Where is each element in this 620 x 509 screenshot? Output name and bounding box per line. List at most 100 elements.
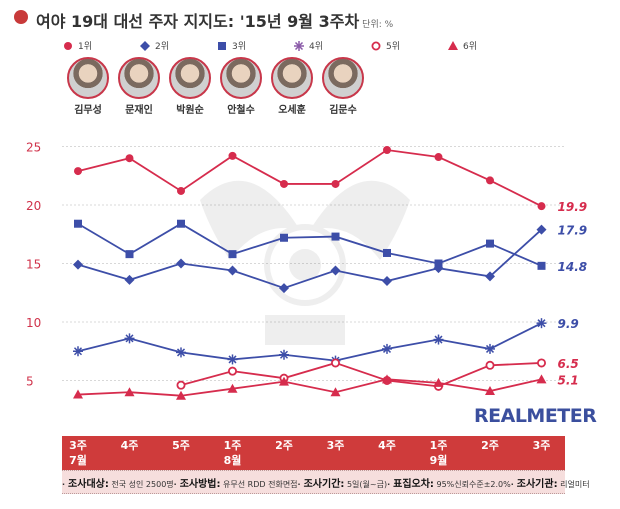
y-tick-label: 5 <box>26 375 34 389</box>
end-value-label: 19.9 <box>558 200 588 214</box>
legend-marker-icon <box>64 41 72 50</box>
data-point <box>433 334 444 345</box>
legend-marker-icon <box>294 40 304 51</box>
bullet-dot: · <box>510 479 514 489</box>
data-point <box>382 375 392 385</box>
data-point <box>485 360 495 370</box>
data-point <box>227 366 237 376</box>
data-point <box>330 355 341 366</box>
series-5: 6.5 <box>176 357 579 391</box>
legend-label: 6위 <box>463 42 478 52</box>
footer-item: · 조사대상: 전국 성인 2500명 <box>62 475 174 490</box>
bullet-dot: · <box>297 479 301 489</box>
candidate-photo <box>67 57 109 99</box>
data-point <box>434 259 443 268</box>
data-point <box>331 232 340 241</box>
legend-item: 3위 <box>216 39 246 52</box>
data-point <box>124 387 135 397</box>
legend-marker-icon <box>140 40 150 51</box>
end-value-label: 6.5 <box>558 357 579 371</box>
candidate-name: 박원순 <box>176 105 204 116</box>
data-point <box>280 233 288 242</box>
legend-marker-icon <box>371 41 381 50</box>
footer-label: 조사기간: <box>303 478 345 490</box>
candidate-photo <box>220 57 262 99</box>
data-point <box>537 261 546 270</box>
footer-value: 유무선 RDD 전화면접 <box>220 479 298 489</box>
data-point <box>382 374 392 384</box>
legend-label: 1위 <box>78 42 93 52</box>
emblem-watermark-icon <box>200 180 410 345</box>
data-point <box>228 250 237 259</box>
series-1: 19.9 <box>74 146 587 214</box>
data-point <box>433 377 444 387</box>
candidate-photo <box>322 57 364 99</box>
candidate-name: 김문수 <box>329 105 357 116</box>
candidate-name: 오세훈 <box>278 105 306 116</box>
data-point <box>177 186 185 195</box>
legend-marker-icon <box>448 40 458 50</box>
y-tick-label: 15 <box>26 258 41 272</box>
data-point <box>433 263 444 274</box>
legend-item: 1위 <box>62 39 92 52</box>
series-line <box>180 362 542 388</box>
data-point <box>537 358 547 368</box>
series-2: 17.9 <box>73 224 587 294</box>
x-axis-bar <box>62 436 565 470</box>
legend-label: 5위 <box>386 42 401 52</box>
footer-label: 조사대상: <box>68 478 109 490</box>
footer-label: 조사기관: <box>516 478 558 490</box>
data-point <box>330 358 340 368</box>
data-point <box>73 389 83 399</box>
data-point <box>74 219 82 228</box>
data-point <box>433 381 443 391</box>
gridlines: 5 10 15 20 25 <box>26 141 565 389</box>
data-point <box>227 354 238 365</box>
data-point <box>279 283 289 294</box>
series-6: 5.1 <box>73 373 579 400</box>
y-tick-label: 20 <box>26 199 41 213</box>
data-point <box>227 265 238 276</box>
legend-label: 2위 <box>155 42 170 52</box>
data-point <box>279 373 289 383</box>
series-line <box>77 222 542 267</box>
data-point <box>383 146 391 155</box>
legend-item: 6위 <box>447 39 477 52</box>
y-tick-label: 25 <box>26 141 41 155</box>
data-point <box>176 390 186 400</box>
legend: 1위 2위 3위 4위 5위 6위 <box>62 39 582 55</box>
legend-label: 4위 <box>309 42 324 52</box>
data-point <box>382 343 392 354</box>
footer-label: 조사방법: <box>179 478 221 490</box>
bullet-dot: · <box>173 479 177 489</box>
data-point <box>74 167 82 176</box>
candidate-name: 안철수 <box>227 105 255 116</box>
footer-value: 전국 성인 2500명 <box>108 479 174 489</box>
data-point <box>73 259 83 270</box>
footer-value: 리얼미터 <box>557 479 590 489</box>
data-point <box>227 383 238 393</box>
end-value-label: 5.1 <box>558 373 579 387</box>
realmeter-logo: REALMETER <box>474 405 597 427</box>
data-point <box>485 386 495 396</box>
end-value-label: 17.9 <box>558 224 588 238</box>
data-point <box>125 154 134 163</box>
data-point <box>485 343 495 354</box>
data-point <box>176 380 186 390</box>
footer-value: 95%신뢰수준±2.0% <box>433 479 511 489</box>
series-line <box>77 378 542 397</box>
candidate-name: 김무성 <box>74 105 102 116</box>
legend-item: 4위 <box>293 39 323 52</box>
data-point <box>537 202 546 211</box>
series-line <box>77 228 543 290</box>
legend-item: 5위 <box>370 39 400 52</box>
candidate-name: 문재인 <box>125 105 153 116</box>
unit-label: 단위: % <box>362 20 394 30</box>
footer-item: · 조사방법: 유무선 RDD 전화면접 <box>174 475 298 490</box>
end-value-label: 9.9 <box>558 317 579 331</box>
data-point <box>536 374 547 384</box>
candidate-photo <box>271 57 313 99</box>
footer-item: · 조사기관: 리얼미터 <box>511 475 590 490</box>
footer-value: 5일(월~금) <box>344 479 388 489</box>
candidate-photo <box>169 57 211 99</box>
